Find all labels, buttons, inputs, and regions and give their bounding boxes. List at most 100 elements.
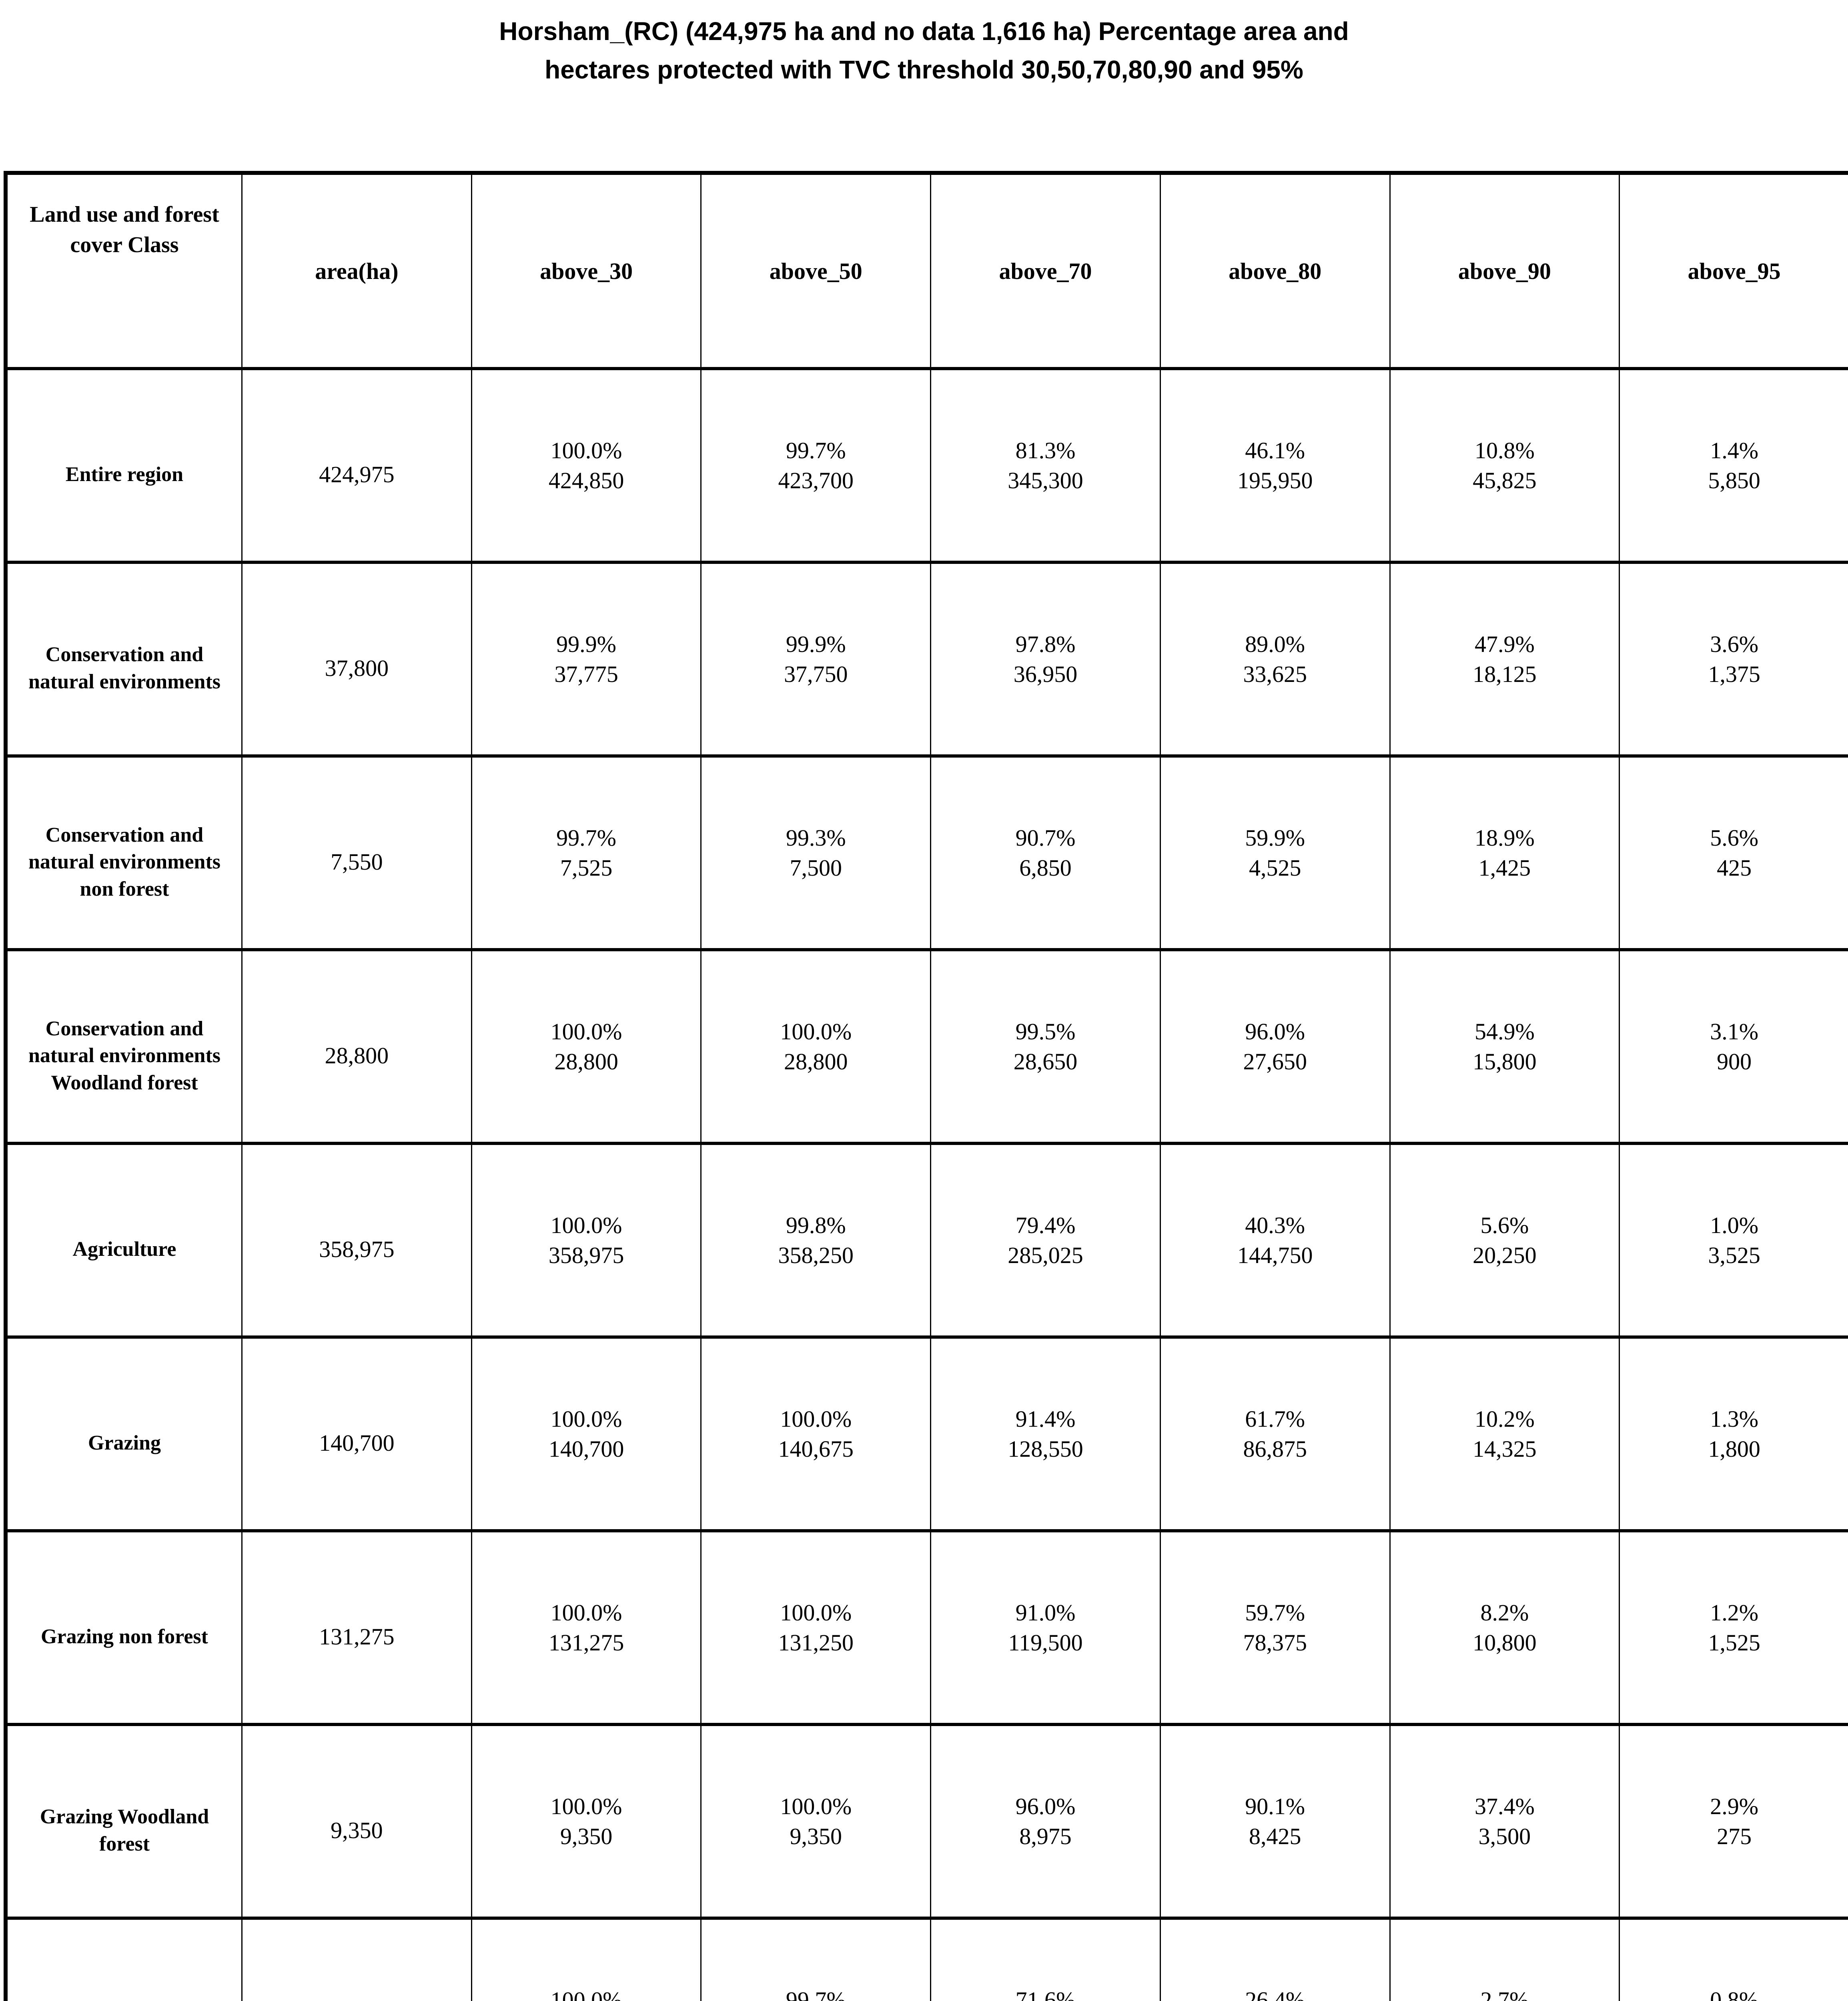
page-title-line1: Horsham_(RC) (424,975 ha and no data 1,6… [499, 17, 1349, 46]
pct-cell: 90.7% 6,850 [930, 754, 1160, 948]
pct-value: 37.4% [1475, 1793, 1535, 1819]
pct-value: 59.9% [1245, 824, 1305, 851]
data-table: Land use and forest cover Class area(ha)… [4, 171, 1848, 2001]
pct-value: 100.0% [550, 1212, 622, 1238]
ha-value: 33,625 [1243, 661, 1307, 687]
pct-cell: 79.4% 285,025 [930, 1142, 1160, 1335]
pct-cell: 71.6%155,825 [930, 1917, 1160, 2001]
pct-value: 2.9% [1710, 1793, 1759, 1819]
ha-value: 4,525 [1249, 855, 1301, 881]
header-cell-above-30: above_30 [471, 175, 701, 367]
pct-cell: 37.4% 3,500 [1389, 1723, 1619, 1917]
pct-cell: 89.0% 33,625 [1159, 561, 1389, 754]
pct-value: 54.9% [1475, 1018, 1535, 1045]
pct-cell: 96.0% 27,650 [1159, 948, 1389, 1142]
pct-cell: 100.0% 140,675 [700, 1335, 930, 1529]
ha-value: 3,525 [1708, 1242, 1760, 1268]
pct-cell: 99.8% 358,250 [700, 1142, 930, 1335]
pct-cell: 1.0% 3,525 [1619, 1142, 1848, 1335]
area-cell: 424,975 [241, 367, 471, 561]
pct-value: 1.2% [1710, 1599, 1759, 1626]
ha-value: 28,650 [1013, 1049, 1078, 1075]
pct-cell: 100.0% 131,250 [700, 1529, 930, 1723]
pct-value: 99.7% [556, 824, 616, 851]
pct-value: 3.1% [1710, 1018, 1759, 1045]
ha-value: 900 [1717, 1049, 1752, 1075]
ha-value: 423,700 [778, 467, 854, 493]
pct-cell: 100.0% 358,975 [471, 1142, 701, 1335]
pct-cell: 2.9% 275 [1619, 1723, 1848, 1917]
pct-value: 5.6% [1710, 824, 1759, 851]
pct-value: 100.0% [550, 437, 622, 463]
pct-value: 97.8% [1015, 631, 1076, 657]
pct-value: 2.7% [1480, 1987, 1529, 2001]
pct-cell: 99.9% 37,775 [471, 561, 701, 754]
pct-cell: 61.7% 86,875 [1159, 1335, 1389, 1529]
pct-cell: 5.6% 425 [1619, 754, 1848, 948]
pct-value: 99.7% [786, 437, 846, 463]
pct-value: 100.0% [550, 1018, 622, 1045]
page-title-line2: hectares protected with TVC threshold 30… [545, 55, 1303, 84]
pct-value: 8.2% [1480, 1599, 1529, 1626]
row-label-cell: Conservation and natural environments [8, 561, 241, 754]
ha-value: 140,700 [548, 1436, 624, 1462]
ha-value: 358,250 [778, 1242, 854, 1268]
ha-value: 3,500 [1478, 1823, 1531, 1849]
pct-cell: 100.0% 131,275 [471, 1529, 701, 1723]
pct-value: 96.0% [1015, 1793, 1076, 1819]
area-cell: 140,700 [241, 1335, 471, 1529]
pct-value: 99.9% [556, 631, 616, 657]
pct-cell: 10.2% 14,325 [1389, 1335, 1619, 1529]
ha-value: 78,375 [1243, 1630, 1307, 1656]
pct-cell: 0.8%1,725 [1619, 1917, 1848, 2001]
pct-value: 59.7% [1245, 1599, 1305, 1626]
ha-value: 15,800 [1473, 1049, 1537, 1075]
ha-value: 7,525 [560, 855, 613, 881]
pct-cell: 99.9% 37,750 [700, 561, 930, 754]
pct-cell: 59.7% 78,375 [1159, 1529, 1389, 1723]
pct-value: 10.8% [1475, 437, 1535, 463]
ha-value: 1,425 [1478, 855, 1531, 881]
pct-cell: 90.1% 8,425 [1159, 1723, 1389, 1917]
pct-value: 100.0% [780, 1406, 852, 1432]
pct-cell: 99.7% 423,700 [700, 367, 930, 561]
pct-value: 99.3% [786, 824, 846, 851]
ha-value: 1,375 [1708, 661, 1760, 687]
ha-value: 37,775 [554, 661, 618, 687]
pct-value: 100.0% [780, 1599, 852, 1626]
pct-cell: 96.0% 8,975 [930, 1723, 1160, 1917]
area-cell: 28,800 [241, 948, 471, 1142]
pct-value: 100.0% [550, 1793, 622, 1819]
ha-value: 9,350 [790, 1823, 842, 1849]
pct-cell: 100.0% 28,800 [471, 948, 701, 1142]
pct-value: 99.5% [1015, 1018, 1076, 1045]
pct-cell: 91.0% 119,500 [930, 1529, 1160, 1723]
header-cell-above-90: above_90 [1389, 175, 1619, 367]
pct-cell: 91.4% 128,550 [930, 1335, 1160, 1529]
ha-value: 345,300 [1008, 467, 1083, 493]
header-cell-above-50: above_50 [700, 175, 930, 367]
pct-cell: 100.0% 424,850 [471, 367, 701, 561]
pct-cell: 5.6% 20,250 [1389, 1142, 1619, 1335]
pct-value: 99.7% [786, 1987, 846, 2001]
ha-value: 27,650 [1243, 1049, 1307, 1075]
ha-value: 14,325 [1473, 1436, 1537, 1462]
pct-value: 90.7% [1015, 824, 1076, 851]
area-cell: 358,975 [241, 1142, 471, 1335]
pct-value: 18.9% [1475, 824, 1535, 851]
pct-value: 99.9% [786, 631, 846, 657]
pct-cell: 100.0% 28,800 [700, 948, 930, 1142]
pct-value: 1.0% [1710, 1212, 1759, 1238]
ha-value: 131,275 [548, 1630, 624, 1656]
ha-value: 128,550 [1008, 1436, 1083, 1462]
ha-value: 20,250 [1473, 1242, 1537, 1268]
row-label-cell: Grazing [8, 1335, 241, 1529]
ha-value: 7,500 [790, 855, 842, 881]
row-label-cell: Conservation and natural environments no… [8, 754, 241, 948]
pct-value: 99.8% [786, 1212, 846, 1238]
pct-cell: 18.9% 1,425 [1389, 754, 1619, 948]
pct-cell: 100.0% 9,350 [471, 1723, 701, 1917]
pct-value: 100.0% [550, 1406, 622, 1432]
pct-value: 10.2% [1475, 1406, 1535, 1432]
